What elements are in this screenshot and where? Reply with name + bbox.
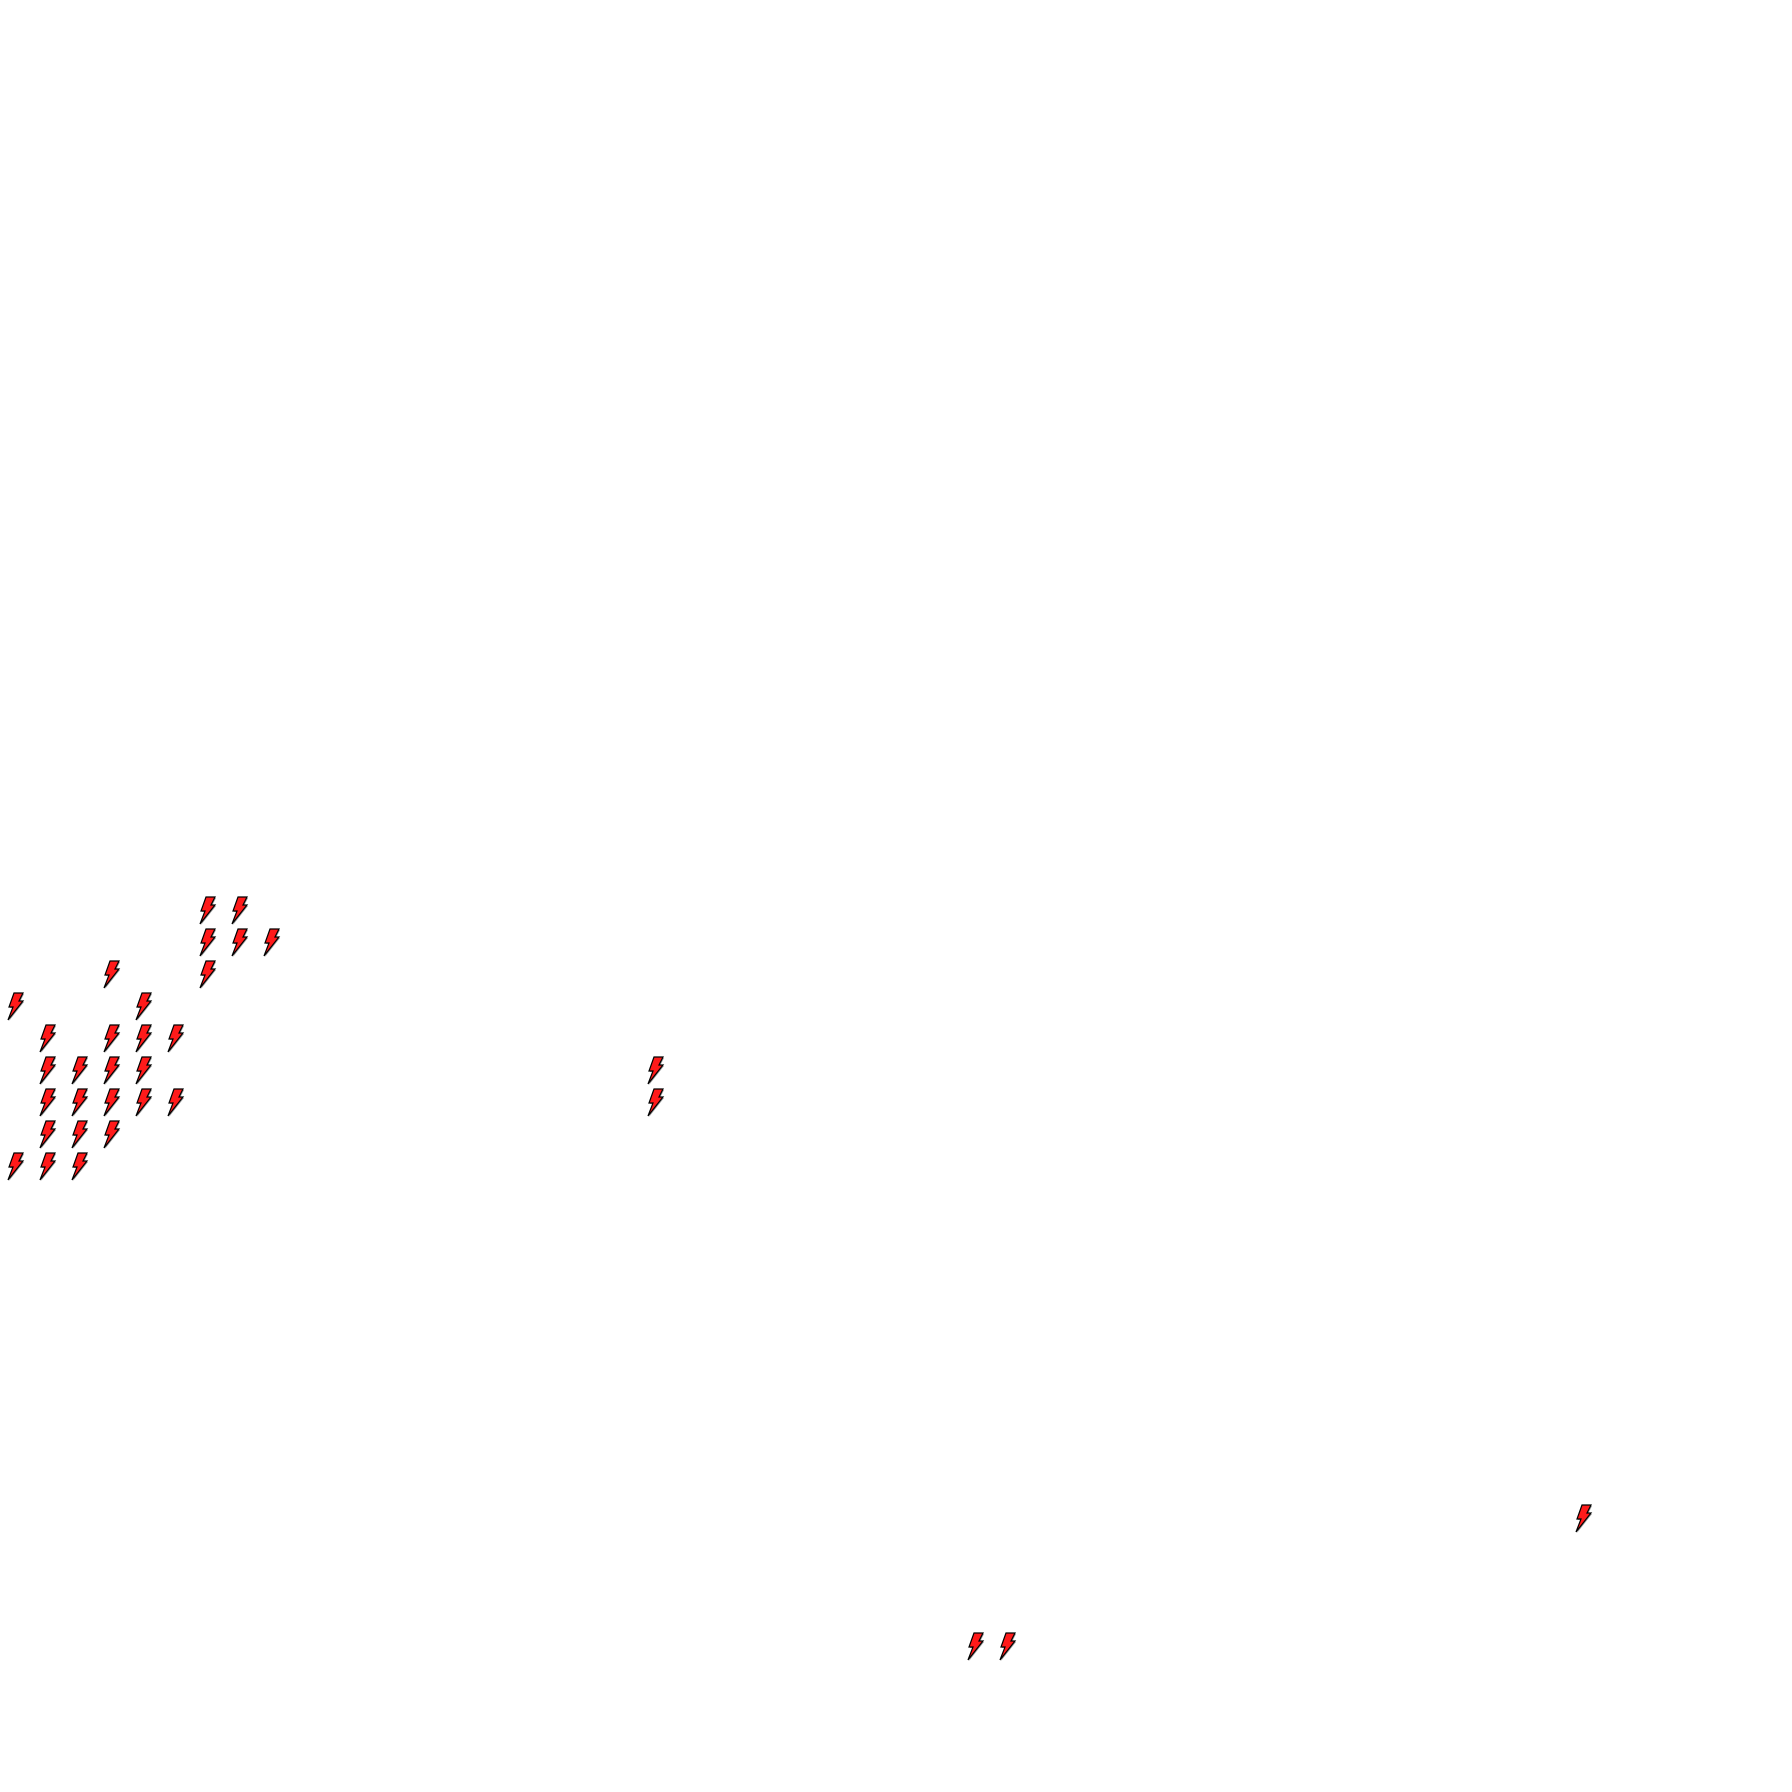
lightning-bolt-icon (135, 1024, 153, 1053)
lightning-bolt-icon (135, 992, 153, 1021)
lightning-bolt-icon (39, 1120, 57, 1149)
lightning-bolt-icon (39, 1056, 57, 1085)
lightning-strike-marker[interactable] (38, 1024, 58, 1054)
lightning-bolt-icon (103, 1120, 121, 1149)
lightning-strike-marker[interactable] (102, 1120, 122, 1150)
lightning-strike-marker[interactable] (70, 1088, 90, 1118)
lightning-bolt-icon (199, 960, 217, 989)
lightning-bolt-icon (263, 928, 281, 957)
lightning-bolt-icon (1575, 1504, 1593, 1533)
lightning-strike-marker[interactable] (262, 928, 282, 958)
lightning-strike-marker[interactable] (102, 1088, 122, 1118)
lightning-strike-marker[interactable] (134, 1024, 154, 1054)
lightning-strike-marker[interactable] (6, 1152, 26, 1182)
lightning-bolt-icon (135, 1056, 153, 1085)
lightning-bolt-icon (103, 960, 121, 989)
lightning-strike-marker[interactable] (166, 1024, 186, 1054)
lightning-bolt-icon (71, 1088, 89, 1117)
lightning-bolt-icon (7, 1152, 25, 1181)
lightning-bolt-icon (199, 896, 217, 925)
lightning-strike-marker[interactable] (1574, 1504, 1594, 1534)
lightning-strike-marker[interactable] (102, 1056, 122, 1086)
lightning-bolt-icon (103, 1024, 121, 1053)
lightning-strike-marker[interactable] (38, 1056, 58, 1086)
lightning-bolt-icon (103, 1088, 121, 1117)
lightning-strike-marker[interactable] (198, 896, 218, 926)
lightning-strike-marker[interactable] (998, 1632, 1018, 1662)
lightning-strike-marker[interactable] (70, 1120, 90, 1150)
lightning-strike-marker[interactable] (646, 1088, 666, 1118)
lightning-bolt-icon (231, 896, 249, 925)
lightning-strike-marker[interactable] (646, 1056, 666, 1086)
lightning-strike-marker[interactable] (966, 1632, 986, 1662)
lightning-strike-marker[interactable] (134, 1088, 154, 1118)
lightning-strike-marker[interactable] (198, 960, 218, 990)
lightning-bolt-icon (71, 1056, 89, 1085)
lightning-bolt-icon (231, 928, 249, 957)
lightning-strike-marker[interactable] (134, 1056, 154, 1086)
lightning-bolt-icon (647, 1088, 665, 1117)
lightning-bolt-icon (135, 1088, 153, 1117)
lightning-strike-marker[interactable] (134, 992, 154, 1022)
lightning-strike-marker[interactable] (230, 928, 250, 958)
lightning-bolt-icon (103, 1056, 121, 1085)
lightning-bolt-icon (71, 1152, 89, 1181)
lightning-bolt-icon (967, 1632, 985, 1661)
lightning-bolt-icon (7, 992, 25, 1021)
lightning-strike-marker[interactable] (6, 992, 26, 1022)
lightning-strike-marker[interactable] (102, 960, 122, 990)
lightning-strike-marker[interactable] (38, 1088, 58, 1118)
lightning-bolt-icon (71, 1120, 89, 1149)
lightning-strike-marker[interactable] (70, 1056, 90, 1086)
lightning-bolt-icon (999, 1632, 1017, 1661)
lightning-strike-marker[interactable] (38, 1152, 58, 1182)
lightning-bolt-icon (199, 928, 217, 957)
lightning-strike-marker[interactable] (70, 1152, 90, 1182)
lightning-bolt-icon (647, 1056, 665, 1085)
lightning-strike-marker[interactable] (38, 1120, 58, 1150)
lightning-strike-marker[interactable] (198, 928, 218, 958)
lightning-bolt-icon (39, 1152, 57, 1181)
lightning-bolt-icon (39, 1088, 57, 1117)
lightning-bolt-icon (167, 1088, 185, 1117)
lightning-strike-marker[interactable] (230, 896, 250, 926)
lightning-strike-marker[interactable] (102, 1024, 122, 1054)
lightning-strike-marker[interactable] (166, 1088, 186, 1118)
lightning-bolt-icon (39, 1024, 57, 1053)
lightning-bolt-icon (167, 1024, 185, 1053)
